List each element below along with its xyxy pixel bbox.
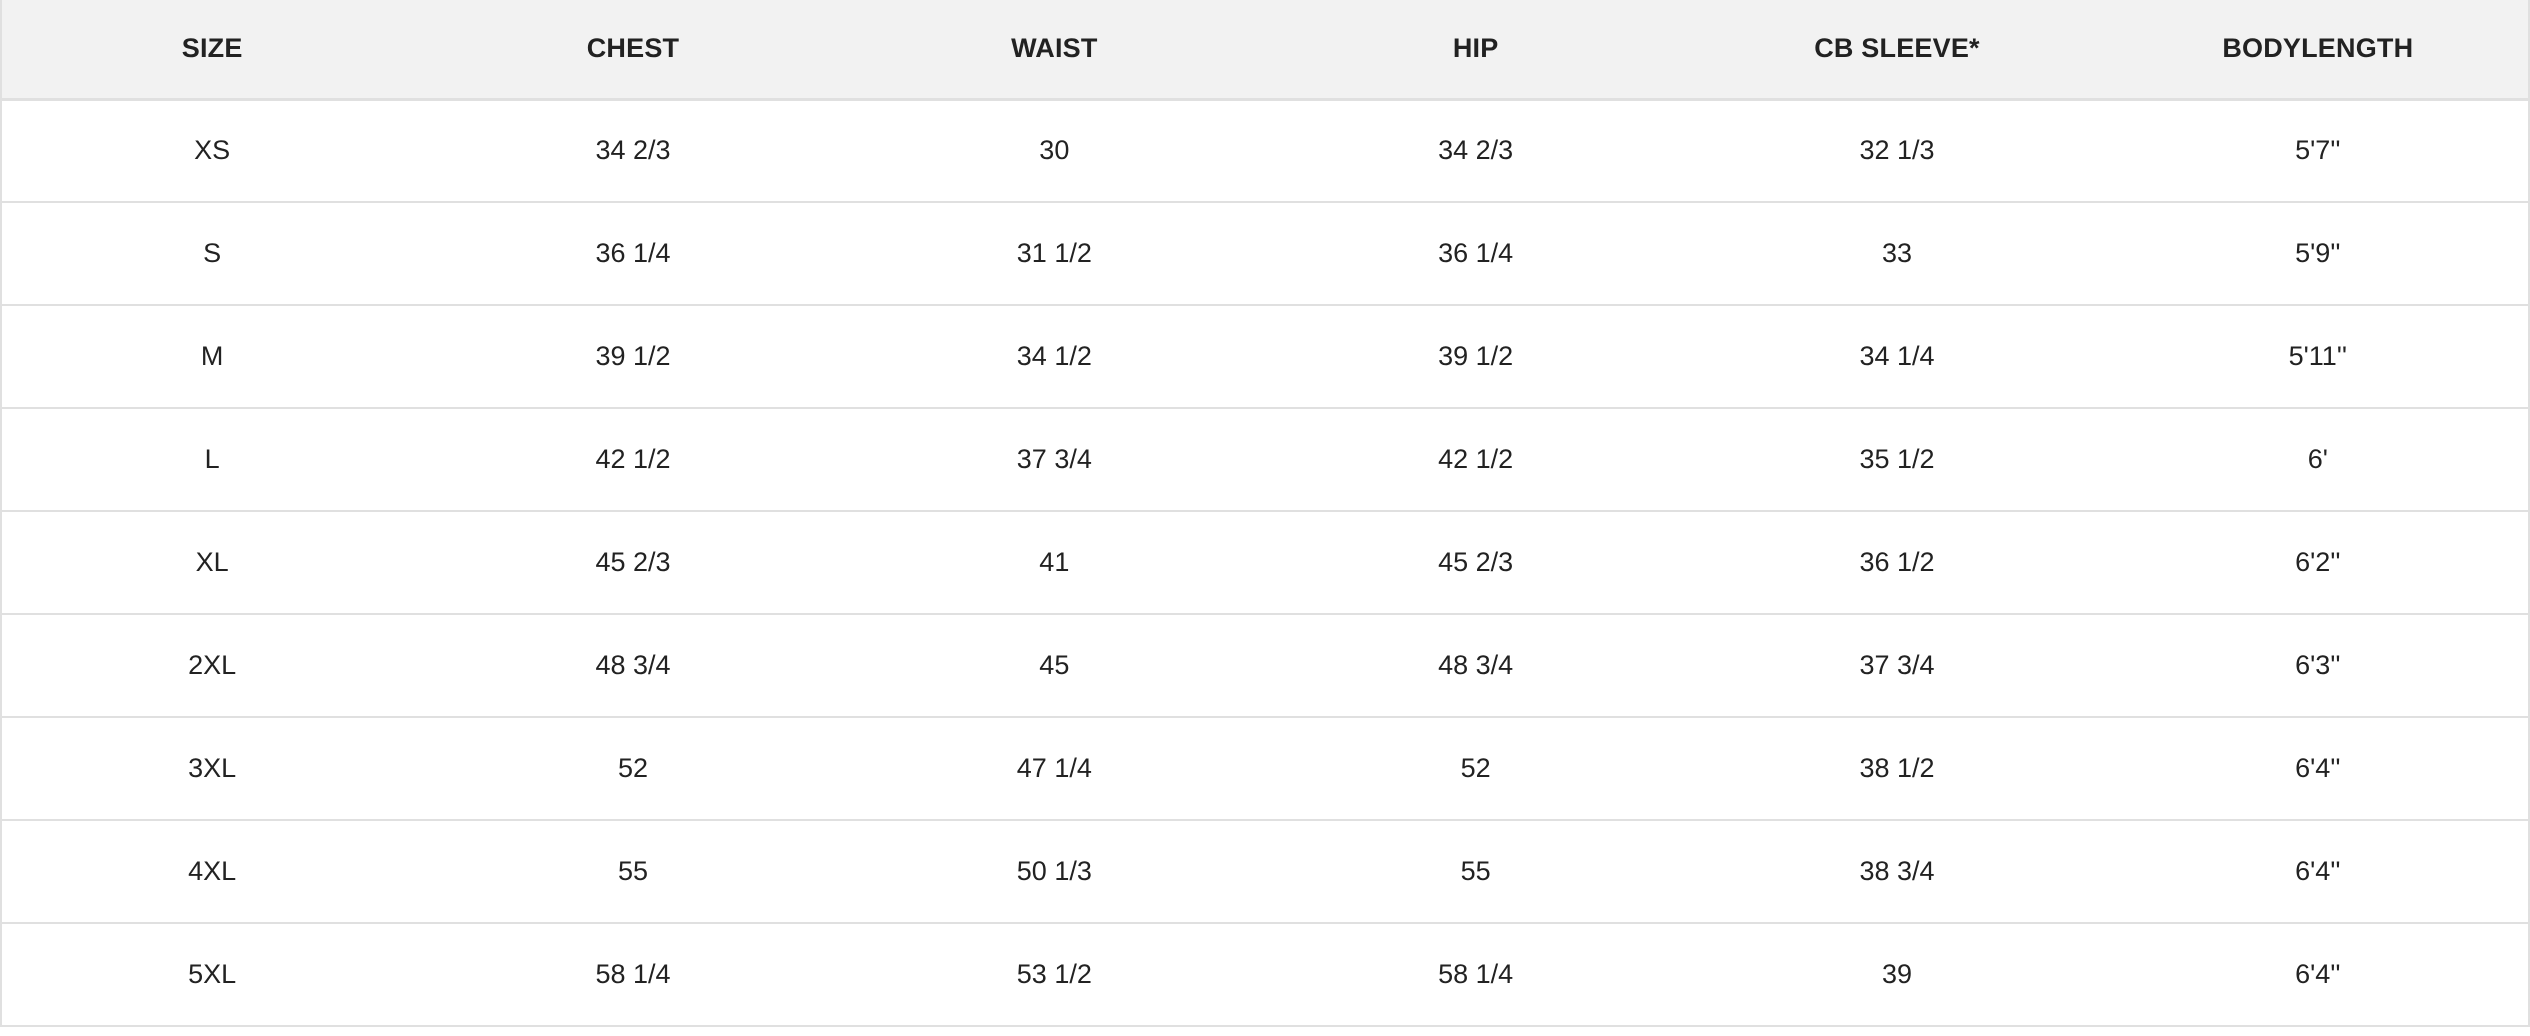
cell-size: 5XL [188, 959, 237, 989]
cell-hip: 52 [1460, 753, 1491, 783]
cell-chest: 58 1/4 [595, 959, 671, 989]
cell-bodylength: 6'4'' [2295, 959, 2341, 989]
cell-chest: 42 1/2 [595, 444, 671, 474]
cell-hip: 48 3/4 [1438, 650, 1514, 680]
cell-size: XS [194, 135, 231, 166]
cell-cb-sleeve: 33 [1881, 238, 1912, 268]
cell-size: 3XL [188, 753, 237, 783]
table-row: 5XL 58 1/4 53 1/2 58 1/4 39 6'4'' [1, 923, 2529, 1026]
cell-hip: 36 1/4 [1438, 238, 1514, 268]
cell-cb-sleeve: 39 [1881, 959, 1912, 989]
cell-chest: 45 2/3 [595, 547, 671, 577]
cell-size: 2XL [188, 650, 237, 680]
column-header-size: SIZE [1, 0, 423, 101]
cell-cb-sleeve: 32 1/3 [1859, 135, 1935, 166]
cell-waist: 47 1/4 [1016, 753, 1092, 783]
cell-size: XL [195, 547, 229, 577]
cell-bodylength: 6'3'' [2295, 650, 2341, 680]
cell-waist: 37 3/4 [1016, 444, 1092, 474]
cell-cb-sleeve: 34 1/4 [1859, 341, 1935, 371]
cell-cb-sleeve: 37 3/4 [1859, 650, 1935, 680]
cell-bodylength: 5'9'' [2295, 238, 2341, 268]
cell-cb-sleeve: 38 1/2 [1859, 753, 1935, 783]
cell-hip: 58 1/4 [1438, 959, 1514, 989]
cell-chest: 34 2/3 [595, 135, 671, 166]
cell-hip: 45 2/3 [1438, 547, 1514, 577]
cell-size: 4XL [188, 856, 237, 886]
cell-cb-sleeve: 38 3/4 [1859, 856, 1935, 886]
cell-cb-sleeve: 36 1/2 [1859, 547, 1935, 577]
table-row: L 42 1/2 37 3/4 42 1/2 35 1/2 6' [1, 408, 2529, 511]
cell-chest: 55 [617, 856, 649, 886]
table-row: 4XL 55 50 1/3 55 38 3/4 6'4'' [1, 820, 2529, 923]
cell-size: M [200, 341, 224, 371]
cell-chest: 36 1/4 [595, 238, 671, 268]
table-row: XS 34 2/3 30 34 2/3 32 1/3 5'7'' [1, 99, 2529, 202]
cell-size: L [204, 444, 220, 474]
table-header: SIZE CHEST WAIST HIP CB SLEEVE* BODYLENGTH [1, 0, 2529, 101]
table-row: 3XL 52 47 1/4 52 38 1/2 6'4'' [1, 717, 2529, 820]
column-header-bodylength: BODYLENGTH [2107, 0, 2529, 101]
column-header-chest: CHEST [422, 0, 844, 101]
cell-chest: 52 [617, 753, 649, 783]
cell-bodylength: 6' [2307, 444, 2328, 474]
cell-bodylength: 6'4'' [2295, 753, 2341, 783]
table-row: XL 45 2/3 41 45 2/3 36 1/2 6'2'' [1, 511, 2529, 614]
cell-waist: 45 [1039, 650, 1070, 680]
table-body: XS 34 2/3 30 34 2/3 32 1/3 5'7'' S 36 1/4 31 1/2… [1, 99, 2529, 1026]
cell-waist: 31 1/2 [1016, 238, 1092, 268]
column-header-hip: HIP [1264, 0, 1687, 101]
cell-hip: 55 [1460, 856, 1491, 886]
cell-bodylength: 6'4'' [2295, 856, 2341, 886]
cell-bodylength: 6'2'' [2295, 547, 2341, 577]
cell-hip: 39 1/2 [1438, 341, 1514, 371]
cell-bodylength: 5'11'' [2288, 341, 2348, 371]
table-row: 2XL 48 3/4 45 48 3/4 37 3/4 6'3'' [1, 614, 2529, 717]
cell-chest: 39 1/2 [595, 341, 671, 371]
cell-cb-sleeve: 35 1/2 [1859, 444, 1935, 474]
cell-waist: 41 [1039, 547, 1070, 577]
cell-bodylength: 5'7'' [2295, 135, 2341, 166]
cell-hip: 34 2/3 [1438, 135, 1514, 166]
cell-waist: 34 1/2 [1016, 341, 1092, 371]
cell-chest: 48 3/4 [595, 650, 671, 680]
cell-hip: 42 1/2 [1438, 444, 1514, 474]
column-header-waist: WAIST [843, 0, 1265, 101]
cell-waist: 30 [1039, 135, 1070, 166]
table-row: M 39 1/2 34 1/2 39 1/2 34 1/4 5'11'' [1, 305, 2529, 408]
column-header-cb-sleeve: CB SLEEVE* [1686, 0, 2108, 101]
cell-waist: 53 1/2 [1016, 959, 1092, 989]
cell-size: S [203, 238, 222, 268]
header-row: SIZE CHEST WAIST HIP CB SLEEVE* BODYLENGTH [1, 0, 2529, 101]
table-row: S 36 1/4 31 1/2 36 1/4 33 5'9'' [1, 202, 2529, 305]
cell-waist: 50 1/3 [1016, 856, 1092, 886]
